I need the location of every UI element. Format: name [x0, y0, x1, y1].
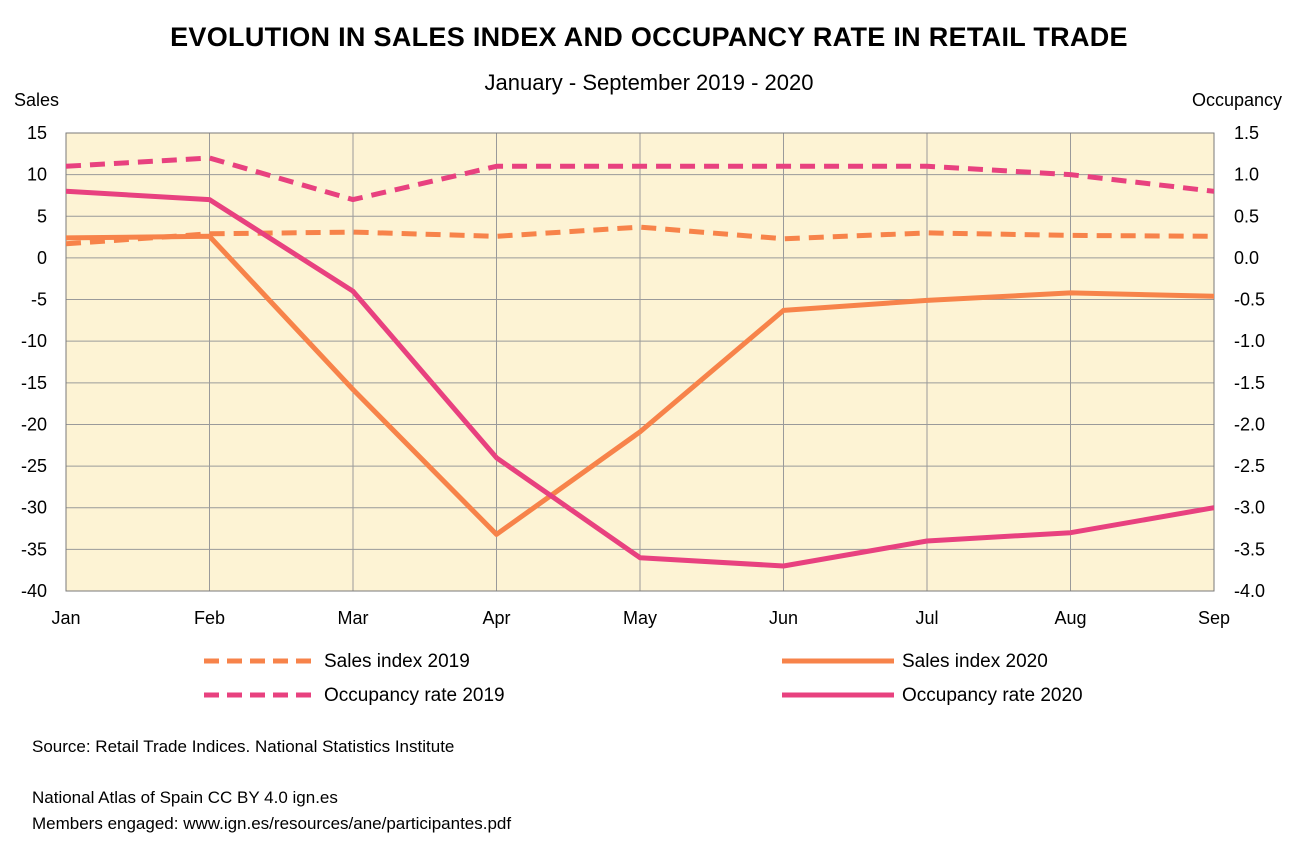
- y-right-tick-label: 0.5: [1234, 206, 1259, 226]
- x-tick-label: Apr: [482, 608, 510, 628]
- y-axis-left-title: Sales: [14, 90, 60, 110]
- y-right-tick-label: 1.0: [1234, 165, 1259, 185]
- y-right-tick-label: -3.0: [1234, 498, 1265, 518]
- chart-subtitle: January - September 2019 - 2020: [484, 70, 814, 95]
- chart-title: EVOLUTION IN SALES INDEX AND OCCUPANCY R…: [170, 22, 1128, 52]
- y-right-tick-label: -1.0: [1234, 331, 1265, 351]
- legend-swatch-occupancy-2019: [204, 692, 316, 698]
- x-tick-label: Jan: [51, 608, 80, 628]
- y-left-tick-label: 0: [37, 248, 47, 268]
- y-right-tick-label: -0.5: [1234, 290, 1265, 310]
- legend-swatch-occupancy-2020: [782, 692, 894, 698]
- y-left-tick-label: -40: [21, 581, 47, 601]
- y-right-tick-label: -3.5: [1234, 539, 1265, 559]
- members-link-text: Members engaged: www.ign.es/resources/an…: [32, 814, 512, 833]
- y-left-tick-label: -20: [21, 414, 47, 434]
- legend-swatch-sales-2019: [204, 658, 316, 664]
- x-tick-label: Aug: [1054, 608, 1086, 628]
- y-axis-right-title: Occupancy: [1191, 90, 1282, 110]
- legend-swatch-sales-2020: [782, 658, 894, 664]
- y-left-tick-label: -25: [21, 456, 47, 476]
- x-tick-label: May: [623, 608, 657, 628]
- series-line-occupancy-rate-2019: [65, 155, 1215, 203]
- atlas-credit: National Atlas of Spain CC BY 4.0 ign.es: [32, 788, 338, 807]
- source-note: Source: Retail Trade Indices. National S…: [32, 737, 455, 756]
- y-left-tick-label: -5: [31, 290, 47, 310]
- y-left-tick-label: 5: [37, 206, 47, 226]
- legend-label-occupancy-2020: Occupancy rate 2020: [902, 685, 1083, 706]
- legend-label-occupancy-2019: Occupancy rate 2019: [324, 685, 505, 706]
- x-tick-label: Sep: [1198, 608, 1230, 628]
- y-left-tick-label: -15: [21, 373, 47, 393]
- y-right-tick-label: -2.0: [1234, 414, 1265, 434]
- y-right-tick-label: -1.5: [1234, 373, 1265, 393]
- x-tick-label: Jun: [769, 608, 798, 628]
- y-left-tick-label: 10: [27, 165, 47, 185]
- y-left-tick-label: -10: [21, 331, 47, 351]
- y-right-tick-label: -4.0: [1234, 581, 1265, 601]
- legend-label-sales-2020: Sales index 2020: [902, 651, 1048, 672]
- series-line-occupancy-rate-2020: [65, 188, 1215, 569]
- x-tick-label: Jul: [915, 608, 938, 628]
- y-left-tick-label: -35: [21, 539, 47, 559]
- y-right-tick-label: 0.0: [1234, 248, 1259, 268]
- plot-border: [65, 132, 1215, 592]
- y-left-tick-label: -30: [21, 498, 47, 518]
- x-tick-label: Feb: [194, 608, 225, 628]
- y-left-tick-label: 15: [27, 123, 47, 143]
- legend-label-sales-2019: Sales index 2019: [324, 651, 470, 672]
- y-right-tick-label: -2.5: [1234, 456, 1265, 476]
- series-line-sales-index-2020: [65, 233, 1215, 537]
- y-right-tick-label: 1.5: [1234, 123, 1259, 143]
- x-tick-label: Mar: [338, 608, 369, 628]
